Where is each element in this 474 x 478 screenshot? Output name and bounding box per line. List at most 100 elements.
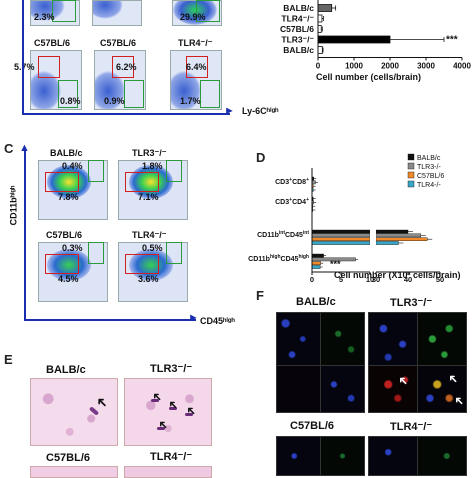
d-bar <box>311 265 321 269</box>
a-x-axis-label: Ly-6Cʰⁱᵍʰ <box>242 106 279 116</box>
b-xtick-label: 1000 <box>345 62 363 71</box>
gate-a6-green <box>200 80 220 108</box>
d-xtick-label: 50 <box>436 275 444 282</box>
row2-title-2: C57BL/6 <box>100 38 137 48</box>
b-category-label: C57BL/6 <box>280 24 314 34</box>
panel-e-label: E <box>4 352 13 367</box>
c-gate-3-red <box>45 254 79 274</box>
b-category-label: BALB/c <box>283 3 314 13</box>
d-category-label-part: CD8 <box>292 179 306 186</box>
a-y-axis-line <box>22 0 24 114</box>
b-bar <box>317 46 323 54</box>
c-pct-3-bottom: 4.5% <box>58 274 79 284</box>
a-x-axis-arrow: ► <box>224 105 235 117</box>
d-legend-label: TLR4-/- <box>417 182 441 189</box>
d-bar <box>375 233 421 238</box>
f-title-2: TLR3⁻/⁻ <box>390 297 433 309</box>
c-pct-1-top: 0.4% <box>62 161 83 171</box>
d-bar <box>311 261 321 265</box>
panel-d-label: D <box>256 150 266 165</box>
d-xtick-label: 40 <box>404 275 412 282</box>
gate-a4-green <box>58 80 78 108</box>
gate-a6-red <box>186 56 208 78</box>
d-category-label-sup: int <box>303 230 309 236</box>
e-histology-tlr4 <box>124 466 212 478</box>
d-category-label-part: CD3 <box>275 199 289 206</box>
b-bar <box>317 14 323 23</box>
c-title-4: TLR4⁻/⁻ <box>132 230 167 240</box>
c-title-2: TLR3⁻/⁻ <box>132 148 167 158</box>
d-category-label-sup: + <box>306 197 309 203</box>
d-bar <box>311 237 371 241</box>
f-micro-balbc-merge <box>320 365 365 413</box>
b-category-label: TLR3⁻/⁻ <box>281 35 314 45</box>
f-micro-tlr3-merge <box>417 365 467 413</box>
e-title-1: BALB/c <box>46 364 86 376</box>
e-title-2: TLR3⁻/⁻ <box>150 363 193 375</box>
b-bar <box>317 35 391 44</box>
c-flow-4 <box>118 242 188 302</box>
c-y-axis-arrow: ▲ <box>19 142 30 154</box>
c-pct-1-bottom: 7.8% <box>58 192 79 202</box>
c-flow-1 <box>38 160 108 220</box>
d-xtick-label: 0 <box>310 275 314 282</box>
d-category-label-sup: int <box>279 230 285 236</box>
f-micro-tlr3-red <box>368 365 418 413</box>
c-gate-4-green <box>166 242 182 264</box>
d-category-label-part: CD4 <box>292 199 306 206</box>
pct-a3: 29.9% <box>180 12 206 22</box>
c-title-1: BALB/c <box>50 148 83 158</box>
f-title-1: BALB/c <box>296 296 336 308</box>
f-micro-balbc-green <box>320 312 365 366</box>
d-category-label-part: CD11b <box>248 256 270 263</box>
d-category-label-part: CD45 <box>285 232 303 239</box>
c-y-axis-line <box>24 150 26 320</box>
d-bar <box>311 241 371 245</box>
d-xlabel: Cell number (X10³ cells/brain) <box>334 270 461 280</box>
c-y-axis-label: CD11bʰⁱᵍʰ <box>8 185 19 226</box>
e-histology-c57 <box>30 466 118 478</box>
panel-f-label: F <box>256 288 264 303</box>
d-axis-break-gap <box>370 168 376 274</box>
pct-a4-top: 5.7% <box>14 62 35 72</box>
d-category-label-sup: + <box>306 177 309 183</box>
pct-a1: 2.3% <box>34 12 55 22</box>
d-xtick-label: 10 <box>366 275 374 282</box>
d-bar <box>311 180 316 185</box>
b-xlabel: Cell number (cells/brain) <box>316 72 422 82</box>
row2-title-3: TLR4⁻/⁻ <box>178 38 213 48</box>
d-category-label: CD3+CD8+ <box>275 177 309 186</box>
row2-title-1: C57BL/6 <box>34 38 71 48</box>
c-pct-3-top: 0.3% <box>62 243 83 253</box>
f-micro-tlr3-green <box>417 312 467 366</box>
a-x-axis-line <box>22 113 230 115</box>
c-gate-3-green <box>88 242 104 264</box>
d-category-label-part: CD3 <box>275 179 289 186</box>
f-title-4: TLR4⁻/⁻ <box>390 421 433 433</box>
f-title-3: C57BL/6 <box>290 420 335 432</box>
b-xtick-label: 2000 <box>381 62 399 71</box>
d-legend-swatch <box>407 180 415 188</box>
pct-a6-bottom: 1.7% <box>180 96 201 106</box>
c-gate-2-red <box>125 172 159 192</box>
d-bar <box>311 253 324 258</box>
d-category-label-part: CD45 <box>281 256 299 263</box>
panel-c-label: C <box>4 141 14 156</box>
d-category-label: CD11bhighCD45high <box>248 254 309 263</box>
f-micro-tlr3-dapi <box>368 312 418 366</box>
d-bar <box>375 229 409 234</box>
c-gate-1-green <box>88 160 104 182</box>
f-micro-tlr4-dapi <box>368 436 418 476</box>
f-micro-balbc-red <box>276 365 321 413</box>
c-title-3: C57BL/6 <box>46 230 83 240</box>
c-x-axis-line <box>24 319 196 321</box>
b-xtick-label: 4000 <box>453 62 471 71</box>
pct-a5-bottom: 0.9% <box>104 96 125 106</box>
b-bar <box>317 4 333 12</box>
d-xtick-label: 30 <box>372 275 380 282</box>
e-title-3: C57BL/6 <box>46 452 91 464</box>
pct-a5-top: 6.2% <box>116 62 137 72</box>
f-micro-balbc-dapi <box>276 312 321 366</box>
c-x-axis-arrow: ► <box>188 312 199 324</box>
d-bar <box>311 233 371 238</box>
